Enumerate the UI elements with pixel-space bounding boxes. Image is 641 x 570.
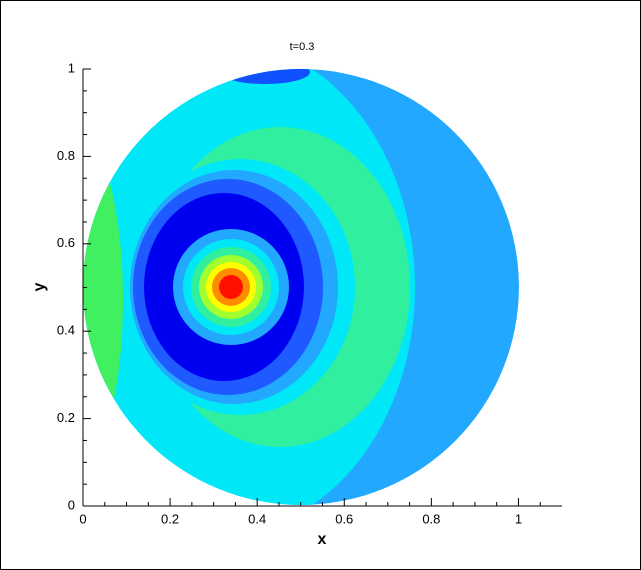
y-tick-label: 1 <box>68 60 75 75</box>
x-tick-label: 0.8 <box>422 511 440 526</box>
y-tick-label: 0.8 <box>57 148 75 163</box>
contour-band <box>219 275 243 299</box>
x-tick-label: 0 <box>79 511 86 526</box>
y-tick-label: 0.2 <box>57 410 75 425</box>
x-tick-label: 1 <box>515 511 522 526</box>
x-tick-label: 0.4 <box>248 511 266 526</box>
contour-field <box>83 69 519 505</box>
x-tick-label: 0.2 <box>161 511 179 526</box>
y-axis-title: y <box>31 282 48 291</box>
y-tick-label: 0.4 <box>57 323 75 338</box>
x-tick-label: 0.6 <box>335 511 353 526</box>
contour-band <box>220 69 310 84</box>
chart-title: t=0.3 <box>290 41 315 53</box>
x-axis-title: x <box>318 531 327 548</box>
y-tick-label: 0.6 <box>57 235 75 250</box>
y-tick-label: 0 <box>68 497 75 512</box>
